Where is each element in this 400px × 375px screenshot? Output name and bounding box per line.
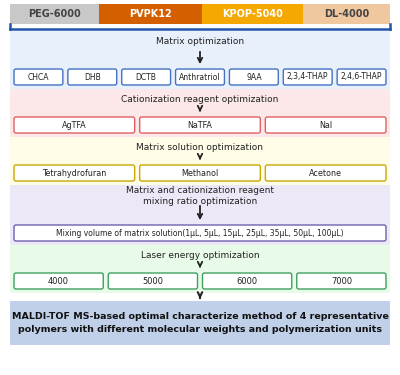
- FancyBboxPatch shape: [265, 165, 386, 181]
- FancyBboxPatch shape: [140, 117, 260, 133]
- FancyBboxPatch shape: [14, 165, 135, 181]
- Bar: [99, 4, 202, 24]
- Text: 2,3,4-THAP: 2,3,4-THAP: [287, 72, 328, 81]
- Bar: [303, 4, 390, 24]
- Text: Acetone: Acetone: [309, 168, 342, 177]
- Text: 7000: 7000: [331, 276, 352, 285]
- FancyBboxPatch shape: [108, 273, 198, 289]
- Text: 2,4,6-THAP: 2,4,6-THAP: [341, 72, 382, 81]
- FancyBboxPatch shape: [14, 225, 386, 241]
- FancyBboxPatch shape: [337, 69, 386, 85]
- Text: Anthratriol: Anthratriol: [179, 72, 221, 81]
- Text: 9AA: 9AA: [246, 72, 262, 81]
- FancyBboxPatch shape: [122, 69, 170, 85]
- FancyBboxPatch shape: [14, 117, 135, 133]
- Text: Cationization reagent optimization: Cationization reagent optimization: [121, 96, 279, 105]
- Text: NaTFA: NaTFA: [188, 120, 212, 129]
- Text: Mixing volume of matrix solution(1μL, 5μL, 15μL, 25μL, 35μL, 50μL, 100μL): Mixing volume of matrix solution(1μL, 5μ…: [56, 228, 344, 237]
- FancyBboxPatch shape: [14, 69, 63, 85]
- Bar: [10, 89, 390, 137]
- Bar: [10, 4, 99, 24]
- Text: AgTFA: AgTFA: [62, 120, 87, 129]
- Bar: [202, 4, 303, 24]
- FancyBboxPatch shape: [265, 117, 386, 133]
- FancyBboxPatch shape: [68, 69, 117, 85]
- Text: NaI: NaI: [319, 120, 332, 129]
- Text: CHCA: CHCA: [28, 72, 49, 81]
- Text: 6000: 6000: [236, 276, 258, 285]
- Text: Matrix solution optimization: Matrix solution optimization: [136, 144, 264, 153]
- FancyBboxPatch shape: [283, 69, 332, 85]
- Text: KPOP-5040: KPOP-5040: [222, 9, 283, 19]
- Text: DL-4000: DL-4000: [324, 9, 369, 19]
- Bar: [10, 185, 390, 245]
- Bar: [10, 31, 390, 89]
- FancyBboxPatch shape: [14, 273, 103, 289]
- Text: Tetrahydrofuran: Tetrahydrofuran: [42, 168, 106, 177]
- FancyBboxPatch shape: [176, 69, 224, 85]
- Text: 4000: 4000: [48, 276, 69, 285]
- Text: DCTB: DCTB: [136, 72, 156, 81]
- FancyBboxPatch shape: [297, 273, 386, 289]
- Bar: [10, 137, 390, 185]
- FancyBboxPatch shape: [140, 165, 260, 181]
- Bar: [10, 245, 390, 293]
- Text: 5000: 5000: [142, 276, 163, 285]
- Text: Laser energy optimization: Laser energy optimization: [141, 252, 259, 261]
- Text: Matrix optimization: Matrix optimization: [156, 38, 244, 46]
- Text: PEG-6000: PEG-6000: [28, 9, 81, 19]
- FancyBboxPatch shape: [230, 69, 278, 85]
- Text: DHB: DHB: [84, 72, 101, 81]
- FancyBboxPatch shape: [202, 273, 292, 289]
- Text: PVPK12: PVPK12: [129, 9, 172, 19]
- Bar: [10, 301, 390, 345]
- Text: Matrix and cationization reagent
mixing ratio optimization: Matrix and cationization reagent mixing …: [126, 186, 274, 206]
- Text: MALDI-TOF MS-based optimal characterize method of 4 representative
polymers with: MALDI-TOF MS-based optimal characterize …: [12, 312, 388, 334]
- Text: Methanol: Methanol: [181, 168, 219, 177]
